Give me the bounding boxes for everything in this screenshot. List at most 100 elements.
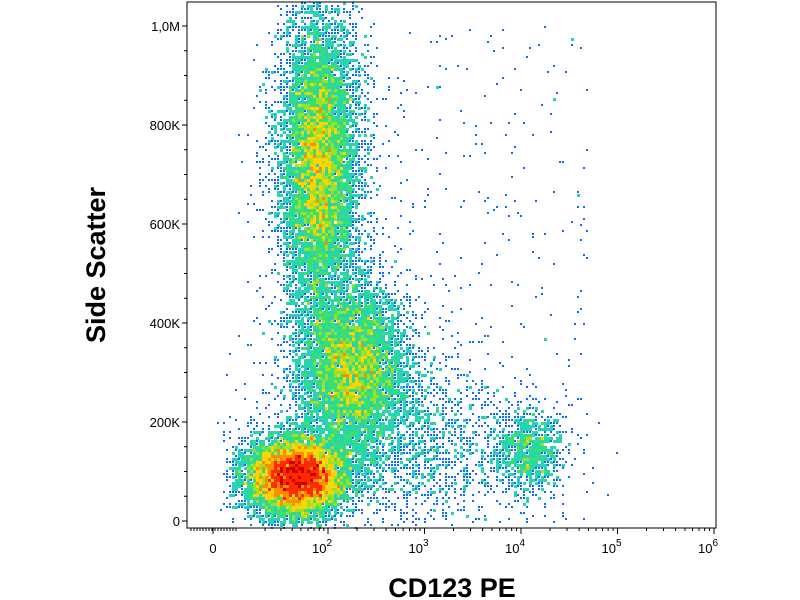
- event-density-cell: [421, 416, 424, 419]
- event-density-cell: [394, 317, 397, 320]
- event-density-cell: [355, 50, 357, 52]
- event-density-cell: [295, 389, 297, 391]
- event-density-cell: [376, 329, 379, 332]
- event-density-cell: [406, 425, 409, 428]
- event-density-cell: [337, 371, 340, 374]
- event-density-cell: [283, 155, 286, 158]
- event-density-cell: [373, 299, 376, 302]
- event-density-cell: [307, 95, 310, 98]
- event-density-cell: [361, 380, 364, 383]
- event-density-cell: [313, 374, 316, 377]
- event-density-cell: [334, 326, 337, 329]
- event-density-cell: [286, 128, 289, 131]
- event-density-cell: [334, 320, 336, 322]
- event-density-cell: [274, 188, 276, 190]
- event-density-cell: [331, 41, 334, 44]
- event-density-cell: [403, 380, 406, 383]
- event-density-cell: [331, 107, 334, 110]
- event-density-cell: [421, 392, 423, 394]
- event-density-cell: [313, 407, 316, 410]
- event-density-cell: [265, 137, 267, 139]
- event-density-cell: [289, 140, 292, 143]
- event-density-cell: [256, 140, 258, 142]
- event-density-cell: [376, 287, 378, 289]
- event-density-cell: [370, 257, 372, 259]
- event-density-cell: [340, 401, 343, 404]
- event-density-cell: [301, 173, 304, 176]
- event-density-cell: [343, 209, 346, 212]
- event-density-cell: [358, 173, 361, 176]
- event-density-cell: [325, 104, 328, 107]
- event-density-cell: [523, 122, 525, 124]
- event-density-cell: [400, 416, 403, 419]
- event-density-cell: [313, 152, 316, 155]
- event-density-cell: [358, 374, 361, 377]
- event-density-cell: [274, 143, 276, 145]
- event-density-cell: [361, 146, 363, 148]
- event-density-cell: [337, 251, 340, 254]
- event-density-cell: [313, 125, 316, 128]
- event-density-cell: [358, 107, 361, 110]
- event-density-cell: [439, 173, 441, 175]
- event-density-cell: [343, 125, 346, 128]
- event-density-cell: [466, 374, 469, 377]
- event-density-cell: [295, 44, 298, 47]
- event-density-cell: [304, 89, 307, 92]
- event-density-cell: [340, 284, 343, 287]
- event-density-cell: [331, 302, 334, 305]
- event-density-cell: [376, 419, 379, 422]
- event-density-cell: [352, 404, 355, 407]
- event-density-cell: [289, 110, 292, 113]
- event-density-cell: [301, 2, 303, 4]
- event-density-cell: [352, 149, 355, 152]
- event-density-cell: [316, 395, 319, 398]
- event-density-cell: [334, 290, 337, 293]
- event-density-cell: [286, 80, 289, 83]
- event-density-cell: [367, 395, 370, 398]
- event-density-cell: [352, 68, 354, 70]
- event-density-cell: [328, 86, 331, 89]
- event-density-cell: [298, 239, 301, 242]
- event-density-cell: [337, 131, 340, 134]
- event-density-cell: [439, 413, 442, 416]
- event-density-cell: [313, 134, 316, 137]
- event-density-cell: [277, 38, 279, 40]
- event-density-cell: [265, 71, 267, 73]
- event-density-cell: [577, 296, 579, 298]
- event-density-cell: [574, 323, 576, 325]
- event-density-cell: [331, 110, 334, 113]
- event-density-cell: [292, 260, 295, 263]
- event-density-cell: [340, 314, 343, 317]
- event-density-cell: [271, 86, 273, 88]
- event-density-cell: [355, 68, 358, 71]
- event-density-cell: [283, 197, 286, 200]
- event-density-cell: [376, 344, 379, 347]
- event-density-cell: [328, 371, 331, 374]
- event-density-cell: [307, 281, 310, 284]
- event-density-cell: [334, 344, 337, 347]
- event-density-cell: [286, 98, 288, 100]
- event-density-cell: [319, 170, 322, 173]
- event-density-cell: [280, 176, 283, 179]
- event-density-cell: [307, 116, 310, 119]
- event-density-cell: [319, 275, 321, 277]
- event-density-cell: [370, 347, 373, 350]
- event-density-cell: [304, 179, 307, 182]
- event-density-cell: [256, 317, 258, 319]
- event-density-cell: [394, 386, 396, 388]
- event-density-cell: [280, 317, 282, 319]
- event-density-cell: [406, 284, 408, 286]
- event-density-cell: [358, 353, 361, 356]
- event-density-cell: [340, 323, 343, 326]
- event-density-cell: [304, 191, 306, 193]
- event-density-cell: [394, 419, 396, 421]
- event-density-cell: [298, 224, 301, 227]
- event-density-cell: [331, 401, 334, 404]
- event-density-cell: [406, 401, 408, 403]
- event-density-cell: [331, 50, 334, 53]
- event-density-cell: [346, 329, 349, 332]
- event-density-cell: [322, 383, 325, 386]
- event-density-cell: [382, 329, 385, 332]
- event-density-cell: [343, 389, 346, 392]
- event-density-cell: [319, 305, 322, 308]
